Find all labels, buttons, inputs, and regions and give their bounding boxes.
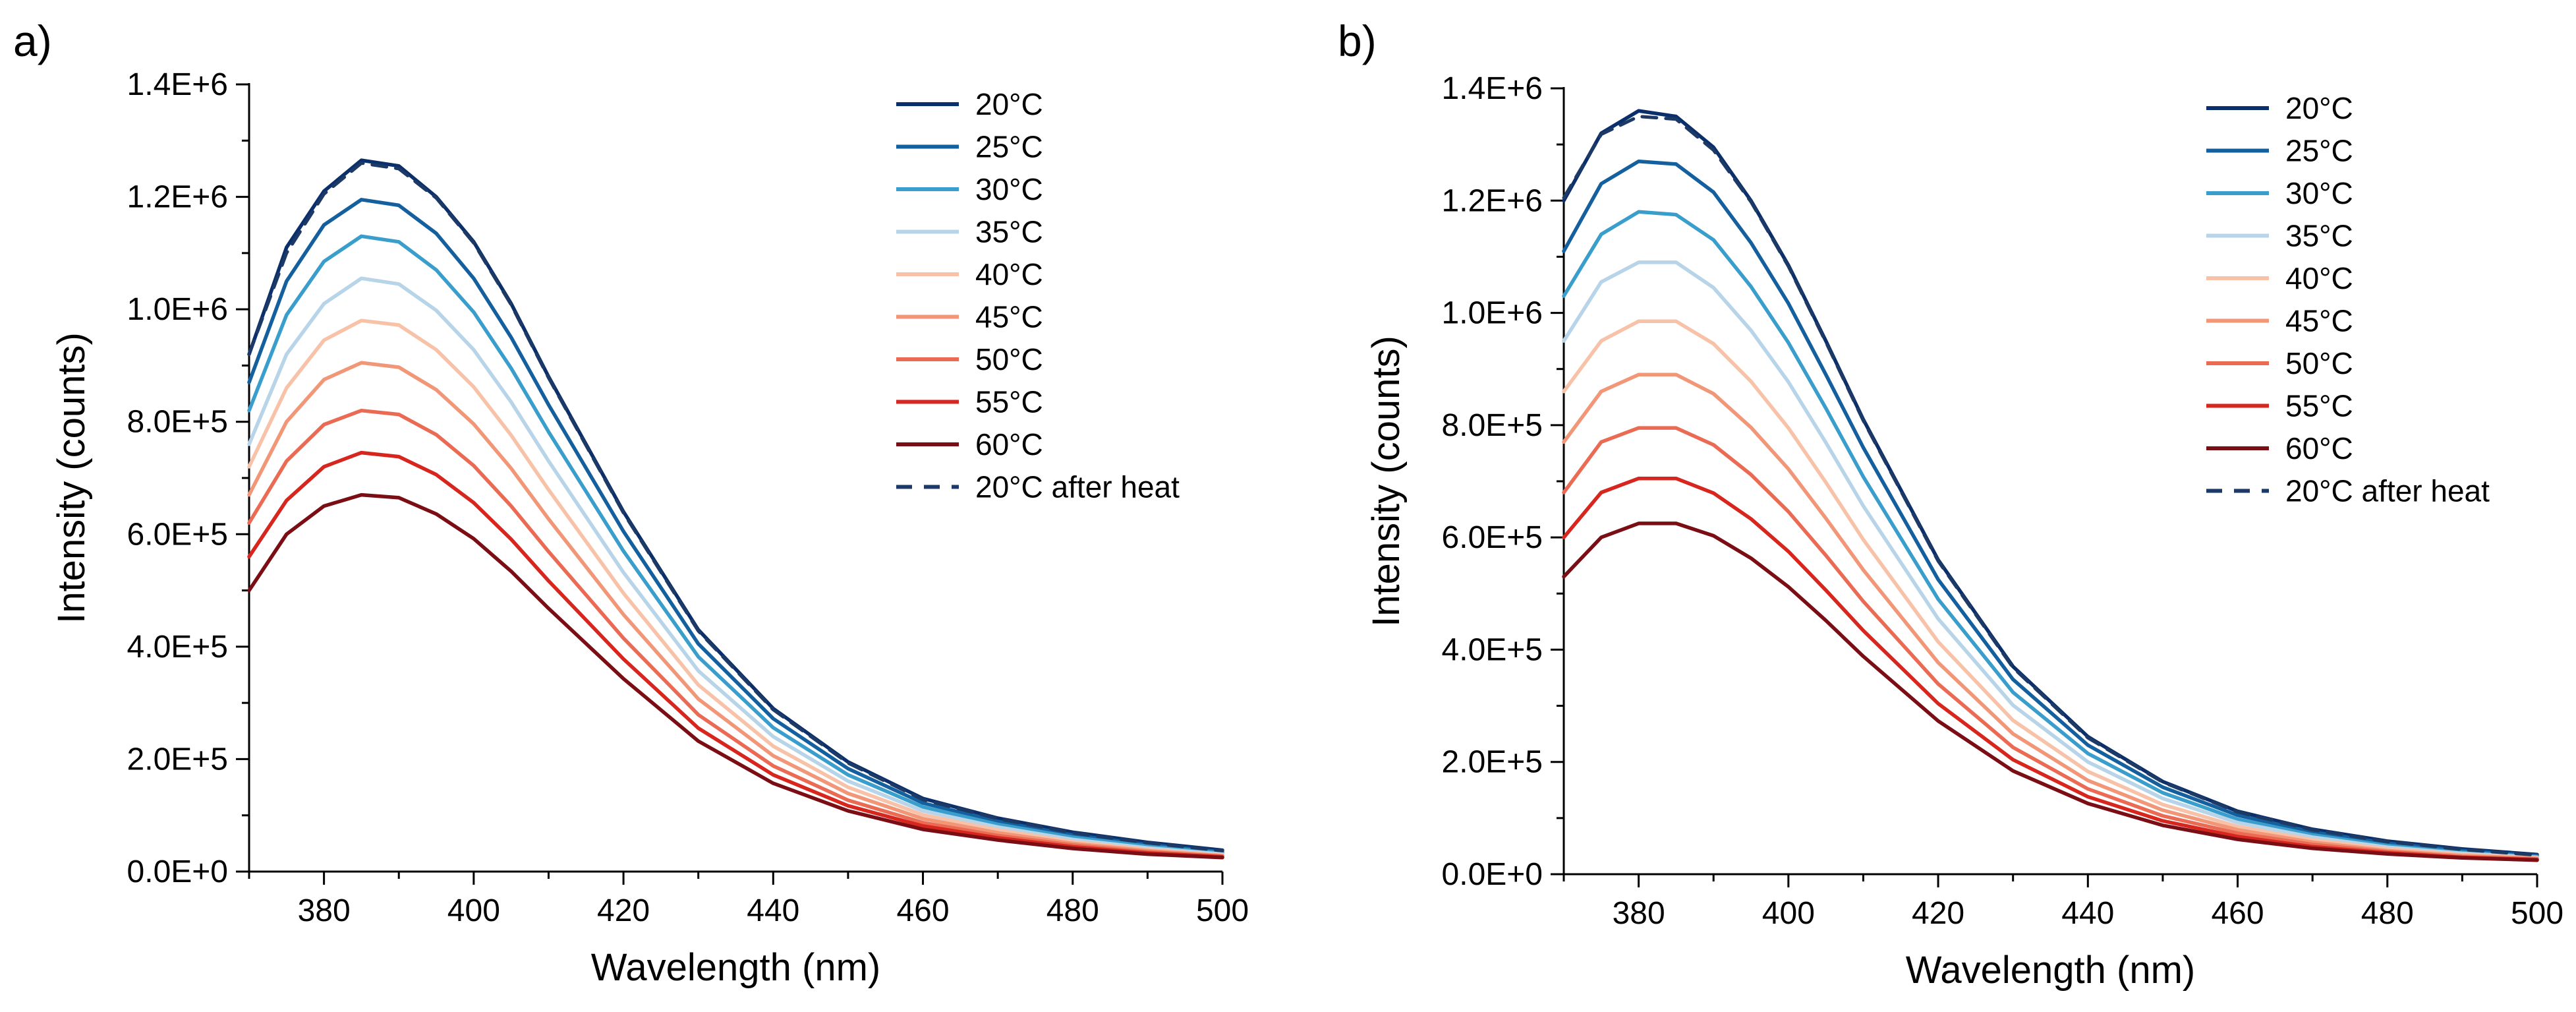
series-line-a-7 — [247, 450, 1224, 859]
y-tick-label: 2.0E+5 — [1442, 745, 1543, 780]
legend-label: 20°C — [975, 87, 1043, 121]
x-axis-title: Wavelength (nm) — [591, 946, 880, 989]
x-tick-label: 460 — [896, 893, 949, 928]
y-tick-label: 4.0E+5 — [1442, 632, 1543, 667]
series-line-b-3 — [1562, 260, 2539, 860]
series-line-a-3 — [247, 276, 1224, 856]
x-tick-label: 440 — [747, 893, 799, 928]
series-line-b-0 — [1562, 109, 2539, 856]
series-line-b-4 — [1562, 319, 2539, 860]
y-axis-title: Intensity (counts) — [1365, 336, 1408, 627]
legend-label: 50°C — [975, 342, 1043, 376]
legend-label: 55°C — [2285, 389, 2353, 423]
legend-label: 35°C — [2285, 219, 2353, 253]
y-tick-label: 0.0E+0 — [127, 854, 228, 889]
series-line-b-1 — [1562, 159, 2539, 858]
panel-b-label: b) — [1338, 16, 1377, 65]
series-line-b-2 — [1562, 210, 2539, 859]
legend-label: 45°C — [2285, 304, 2353, 338]
legend-label: 60°C — [975, 427, 1043, 461]
y-tick-label: 8.0E+5 — [127, 405, 228, 440]
y-tick-label: 1.0E+6 — [127, 292, 228, 327]
legend: 20°C 25°C 30°C 35°C 40°C 45°C 50°C 55°C 60°C 20°C… — [2206, 91, 2490, 508]
y-tick-label: 6.0E+5 — [127, 517, 228, 552]
chart-panel-a: 380 400 420 440 460 480 500 0.0E+0 2.0E+5 4.0E+5 6… — [50, 67, 1249, 989]
y-tick-label: 0.0E+0 — [1442, 857, 1543, 892]
legend-label: 45°C — [975, 300, 1043, 334]
series-line-b-8 — [1562, 521, 2539, 862]
legend-label: 35°C — [975, 215, 1043, 249]
x-tick-label: 440 — [2061, 896, 2114, 931]
y-axis-title: Intensity (counts) — [50, 332, 93, 624]
series-line-a-6 — [247, 408, 1224, 858]
legend-label: 30°C — [2285, 176, 2353, 210]
legend-label: 55°C — [975, 385, 1043, 419]
x-tick-label: 480 — [1046, 893, 1099, 928]
x-tick-label: 460 — [2211, 896, 2264, 931]
series-line-b-9 — [1562, 115, 2539, 857]
legend-label: 40°C — [975, 257, 1043, 291]
legend-label: 20°C after heat — [2285, 474, 2490, 508]
legend-label: 20°C after heat — [975, 470, 1180, 504]
y-tick-label: 1.2E+6 — [1442, 183, 1543, 218]
x-axis-title: Wavelength (nm) — [1906, 949, 2195, 992]
panel-a-label: a) — [13, 16, 52, 65]
x-tick-label: 400 — [1762, 896, 1815, 931]
y-tick-label: 6.0E+5 — [1442, 520, 1543, 555]
legend-label: 40°C — [2285, 261, 2353, 295]
series-line-b-5 — [1562, 372, 2539, 860]
x-tick-label: 500 — [1196, 893, 1249, 928]
x-tick-label: 500 — [2511, 896, 2563, 931]
legend-label: 25°C — [2285, 134, 2353, 168]
x-tick-label: 480 — [2361, 896, 2414, 931]
chart-panel-b: 380 400 420 440 460 480 500 0.0E+0 2.0E+5 4.0E+5 6… — [1365, 71, 2563, 992]
legend-label: 25°C — [975, 130, 1043, 164]
y-tick-label: 1.2E+6 — [127, 180, 228, 215]
x-tick-label: 380 — [1613, 896, 1665, 931]
x-tick-label: 380 — [298, 893, 351, 928]
series-line-a-2 — [247, 234, 1224, 855]
series-line-a-4 — [247, 318, 1224, 858]
series-line-a-1 — [247, 198, 1224, 854]
series-line-a-0 — [247, 158, 1224, 852]
legend-label: 60°C — [2285, 431, 2353, 465]
x-tick-label: 420 — [597, 893, 650, 928]
y-tick-label: 2.0E+5 — [127, 742, 228, 777]
y-tick-label: 1.4E+6 — [1442, 71, 1543, 106]
y-tick-label: 1.0E+6 — [1442, 296, 1543, 331]
y-tick-label: 1.4E+6 — [127, 67, 228, 102]
legend: 20°C 25°C 30°C 35°C 40°C 45°C 50°C 55°C 60°C 20°C… — [896, 87, 1180, 504]
legend-label: 20°C — [2285, 91, 2353, 125]
series-line-b-6 — [1562, 426, 2539, 861]
x-tick-label: 400 — [447, 893, 500, 928]
series-line-a-5 — [247, 361, 1224, 858]
series-line-a-8 — [247, 492, 1224, 860]
x-tick-label: 420 — [1912, 896, 1964, 931]
legend-label: 30°C — [975, 172, 1043, 206]
series-line-a-9 — [247, 161, 1224, 852]
y-tick-label: 4.0E+5 — [127, 630, 228, 665]
y-tick-label: 8.0E+5 — [1442, 408, 1543, 443]
legend-label: 50°C — [2285, 346, 2353, 380]
